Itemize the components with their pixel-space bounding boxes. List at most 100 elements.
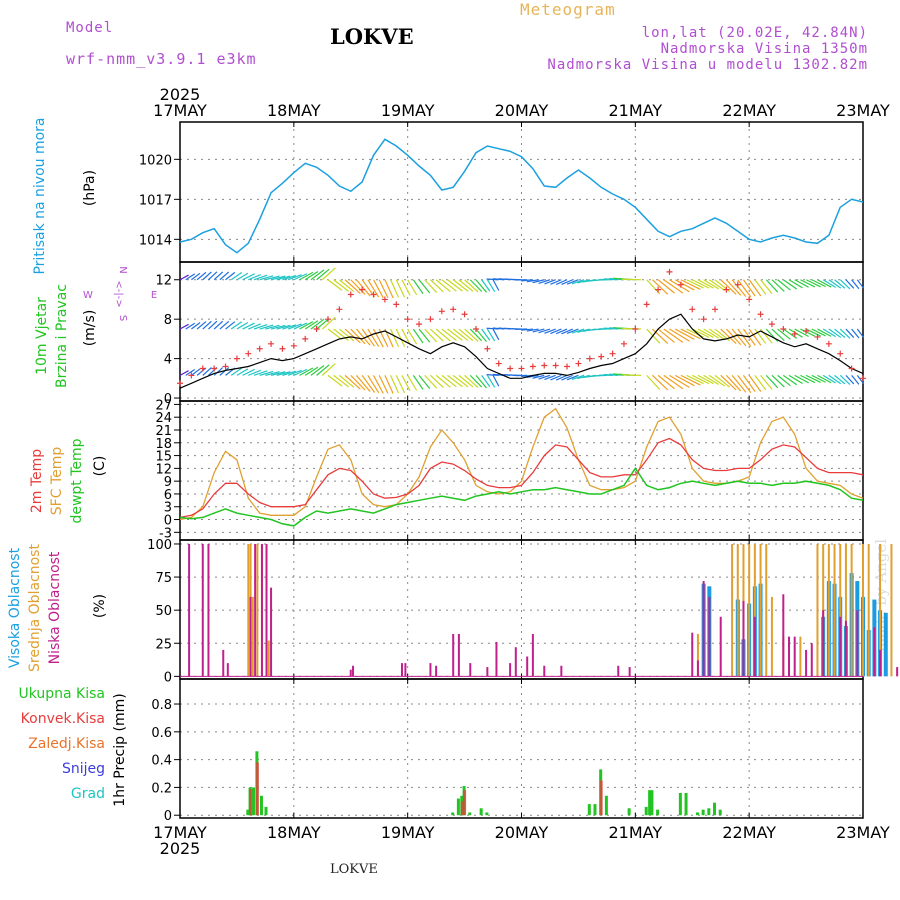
wind-barb: [355, 328, 371, 346]
wind-barb: [839, 279, 851, 290]
wind-barb: [344, 328, 361, 344]
wind-barb: [851, 374, 860, 385]
wind-gust-marker: [472, 326, 479, 333]
wind-barb: [202, 271, 212, 281]
wind-gust-marker: [507, 365, 514, 372]
wind-barb: [621, 374, 642, 376]
wind-barb: [333, 279, 349, 292]
precip-total-bar: [644, 806, 648, 816]
wind-barb: [708, 279, 726, 291]
wind-barb: [401, 375, 411, 392]
wind-barb: [697, 374, 714, 385]
wind-barb: [782, 279, 798, 290]
wind-barb: [532, 328, 545, 333]
cloud-mid-bar: [833, 543, 836, 677]
wind-barb: [748, 328, 762, 346]
wind-gust-marker: [598, 353, 605, 360]
wind-barb: [447, 328, 463, 341]
wind-barb: [287, 323, 302, 330]
wind-gust-marker: [438, 308, 445, 315]
wind-barb: [550, 279, 562, 285]
wind-barb: [299, 367, 314, 376]
wind-barb: [708, 374, 726, 387]
wind-barb: [680, 374, 701, 386]
wind-barb: [179, 274, 189, 281]
wind-barb: [441, 374, 457, 388]
wind-barb: [621, 278, 642, 281]
wind-barb: [464, 279, 479, 293]
wind-barb: [202, 367, 212, 376]
precip-total-bar: [251, 787, 255, 816]
wind-barb: [555, 328, 568, 335]
wind-barb: [338, 279, 355, 293]
wind-barb: [817, 374, 832, 384]
wind-gust-marker: [416, 321, 423, 328]
cloud-mid-bar: [736, 543, 739, 677]
cloud-low-bar: [628, 667, 631, 677]
wind-barb: [669, 279, 690, 293]
wind-gust-marker: [757, 311, 764, 318]
wind-barb: [390, 279, 400, 298]
cloud-axis-high: Visoka Oblacnost: [7, 547, 23, 669]
cloud-low-bar: [429, 663, 432, 677]
x-tick-label-bottom: 17MAY: [153, 823, 207, 842]
cloud-low-bar: [810, 643, 813, 677]
wind-barb: [521, 279, 533, 282]
wind-barb: [333, 328, 349, 342]
cloud-mid-bar: [696, 633, 699, 677]
wind-gust-marker: [393, 301, 400, 308]
y-tick-label: 21: [155, 424, 172, 439]
wind-barb: [663, 279, 684, 294]
wind-speed-line: [179, 313, 864, 389]
wind-gust-marker: [381, 296, 388, 303]
wind-barb: [686, 279, 704, 289]
precip-total-bar: [246, 809, 250, 816]
precip-total-bar: [456, 798, 460, 816]
precip-total-bar: [701, 809, 705, 816]
wind-gust-marker: [404, 316, 411, 323]
wind-barb: [834, 279, 846, 289]
cloud-low-bar: [249, 596, 252, 677]
wind-barb: [435, 279, 451, 293]
year-label-bottom: 2025: [160, 839, 201, 858]
cloud-low-bar: [226, 663, 229, 677]
wind-barb: [817, 328, 832, 337]
cloud-low-bar: [543, 665, 546, 677]
wind-barb: [316, 364, 330, 376]
wind-barb: [276, 324, 291, 330]
wind-gust-marker: [609, 350, 616, 357]
wind-gust-marker: [552, 362, 559, 369]
wind-barb: [179, 370, 189, 376]
wind-barb: [355, 279, 371, 297]
wind-gust-marker: [461, 311, 468, 318]
wind-barb: [270, 371, 286, 376]
precip-total-bar: [264, 806, 268, 816]
wind-barb: [492, 328, 500, 341]
wind-barb: [646, 374, 661, 391]
precip-total-bar: [718, 809, 722, 816]
wind-barb: [674, 279, 695, 291]
wind-barb: [430, 374, 444, 388]
wind-gust-marker: [848, 365, 855, 372]
precip-conv-bar: [599, 780, 603, 816]
precip-total-bar: [587, 804, 591, 816]
wind-barb: [191, 272, 201, 281]
wind-barb: [822, 328, 836, 338]
cloud-low-bar: [702, 581, 705, 677]
cloud-mid-bar: [890, 543, 893, 677]
cloud-low-bar: [400, 663, 403, 677]
wind-barb: [447, 279, 463, 292]
wind-barb: [674, 328, 695, 340]
wind-barb: [651, 328, 669, 345]
wind-barb: [817, 279, 832, 288]
wind-barb: [412, 375, 424, 390]
wind-barb: [686, 374, 704, 385]
wind-barb: [754, 328, 767, 344]
wind-gust-marker: [529, 363, 536, 370]
wind-barb: [338, 374, 355, 388]
cloud-axis-unit: (%): [92, 593, 108, 619]
wind-barb: [384, 375, 394, 394]
wind-barb: [424, 328, 438, 343]
wind-barb: [731, 328, 747, 347]
precip-total-bar: [627, 808, 631, 816]
